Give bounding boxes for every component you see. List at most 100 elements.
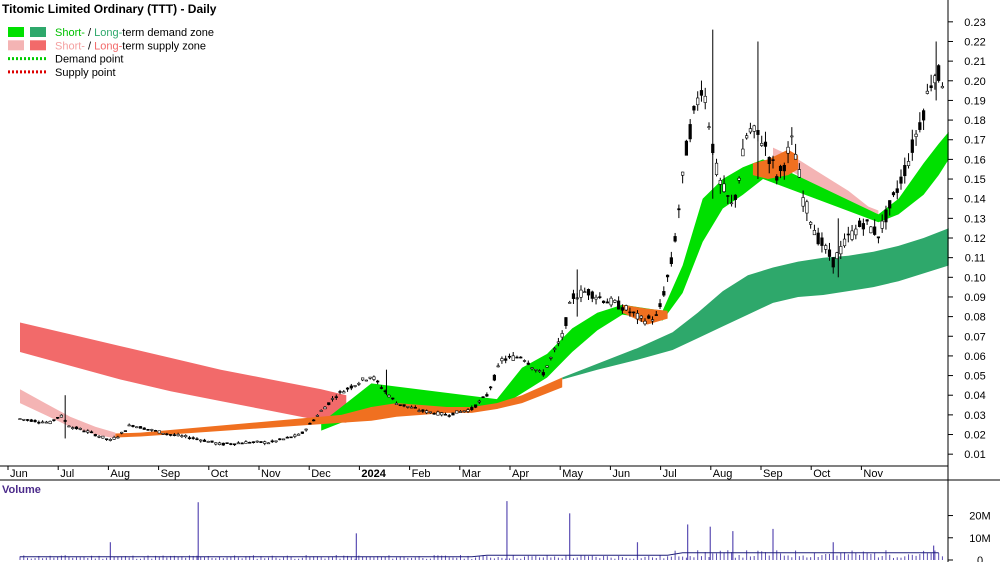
price-bar-body [801, 197, 805, 207]
price-bar-body [146, 428, 150, 431]
price-tick-label: 0.02 [964, 430, 985, 442]
price-bar-body [285, 436, 289, 439]
price-bar-body [236, 442, 240, 445]
price-bar-body [865, 219, 869, 222]
price-bar-body [921, 110, 926, 121]
price-bar-body [25, 419, 30, 421]
price-bar-body [556, 341, 560, 344]
overlap-zone-2 [622, 304, 668, 325]
price-bar-body [248, 441, 252, 444]
price-bar-body [507, 355, 512, 358]
price-bar-body [553, 348, 557, 350]
price-bar-body [609, 297, 613, 306]
price-bar-body [409, 406, 414, 409]
price-bar-body [44, 421, 48, 424]
price-bar-body [138, 426, 143, 429]
price-bar-body [304, 428, 308, 431]
price-bar-body [221, 442, 225, 446]
price-bar-body [59, 414, 64, 418]
price-bar-body [52, 419, 56, 421]
zones-layer [20, 131, 949, 439]
price-bar-body [530, 367, 534, 370]
overlap-zone-3 [752, 149, 799, 179]
price-bar-body [368, 376, 372, 379]
price-bar-body [308, 422, 312, 425]
price-bar-body [372, 376, 376, 380]
price-bar-body [617, 300, 621, 310]
price-tick-label: 0.06 [964, 351, 985, 363]
price-bar-body [361, 377, 365, 381]
price-bar-body [473, 404, 478, 408]
price-bar-body [29, 419, 33, 422]
price-bar-body [519, 356, 523, 359]
legend-swatch-long [30, 27, 46, 37]
x-tick-label: 2024 [361, 468, 386, 480]
price-bar-body [462, 410, 466, 413]
price-bar-body [300, 431, 304, 434]
price-bar-body [895, 188, 899, 193]
price-tick-label: 0.13 [964, 213, 985, 225]
price-bar-body [157, 430, 161, 434]
volume-tick-label: 10M [969, 533, 990, 545]
price-bar-body [677, 208, 681, 211]
x-tick-label: Sep [161, 468, 181, 480]
price-bar-body [421, 409, 425, 412]
price-panel: 0.01 0.02 0.03 0.04 0.05 0.06 0.07 0.08 0.09 0.10… [0, 0, 986, 480]
legend-swatch-short [8, 40, 24, 51]
price-bar-body [782, 164, 786, 172]
price-bar-body [726, 195, 730, 197]
price-bar-body [940, 85, 945, 89]
price-tick-label: 0.17 [964, 135, 985, 147]
price-bar-body [812, 230, 817, 236]
x-tick-label: Feb [412, 468, 431, 480]
price-bar-body [643, 320, 647, 325]
price-bar-body [624, 305, 628, 311]
price-bar-body [455, 410, 459, 414]
price-bar-body [436, 411, 440, 416]
price-bar-body [48, 420, 52, 425]
price-tick-label: 0.01 [964, 449, 985, 461]
price-bar-body [673, 236, 677, 242]
price-bar-body [120, 431, 124, 434]
price-bar-body [184, 435, 188, 438]
price-bar-body [379, 387, 384, 389]
price-bar-body [319, 410, 323, 412]
price-bar-body [850, 230, 854, 240]
price-tick-label: 0.04 [964, 390, 985, 402]
price-bar-body [312, 419, 316, 422]
price-bar-body [873, 226, 877, 235]
price-bar-body [564, 317, 568, 326]
price-tick-label: 0.20 [964, 76, 985, 88]
price-bar-body [854, 228, 858, 236]
price-bar-body [440, 412, 444, 416]
x-tick-label: Jul [60, 468, 74, 480]
price-bar-body [202, 439, 207, 442]
price-bar-body [425, 410, 429, 414]
price-bar-body [598, 296, 602, 298]
price-tick-label: 0.16 [964, 154, 985, 166]
price-bar-body [417, 410, 421, 412]
x-tick-label: Nov [863, 468, 883, 480]
price-bar-body [745, 135, 749, 139]
price-bar-body [112, 437, 116, 440]
x-tick-label: Jun [10, 468, 28, 480]
price-bar-body [692, 105, 696, 111]
price-bar-body [40, 421, 45, 424]
price-bar-body [387, 394, 391, 398]
price-bar-body [97, 436, 101, 438]
price-bar-body [748, 128, 753, 133]
price-bar-body [428, 411, 432, 414]
price-bar-body [22, 418, 26, 421]
price-bar-body [458, 411, 463, 413]
price-bar-body [891, 192, 896, 196]
price-bar-body [451, 412, 455, 416]
price-bar-body [560, 333, 564, 338]
price-bar-body [586, 289, 591, 296]
price-tick-label: 0.08 [964, 312, 985, 324]
volume-tick-label: 20M [969, 511, 990, 523]
price-bar-body [297, 433, 301, 436]
price-bar-body [846, 233, 850, 236]
chart-title: Titomic Limited Ordinary (TTT) - Daily [2, 2, 217, 16]
price-bar-body [635, 313, 640, 320]
price-bar-body [443, 413, 448, 416]
